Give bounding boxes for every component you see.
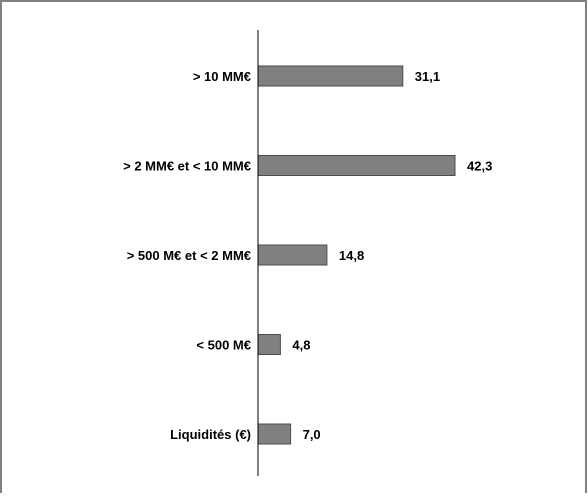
bar-4 xyxy=(257,423,292,445)
value-label-0: 31,1 xyxy=(415,69,440,84)
value-labels: 31,1 42,3 14,8 4,8 7,0 xyxy=(292,69,492,442)
category-label-4: Liquidités (€) xyxy=(170,427,251,442)
bar-2 xyxy=(257,244,328,266)
value-label-3: 4,8 xyxy=(292,338,310,353)
value-label-2: 14,8 xyxy=(339,248,364,263)
category-label-3: < 500 M€ xyxy=(196,338,251,353)
value-label-1: 42,3 xyxy=(467,159,492,174)
bar-1 xyxy=(257,155,456,176)
category-label-0: > 10 MM€ xyxy=(193,69,251,84)
category-labels: > 10 MM€ > 2 MM€ et < 10 MM€ > 500 M€ et <… xyxy=(123,69,251,442)
bars-layer xyxy=(257,65,456,445)
category-label-1: > 2 MM€ et < 10 MM€ xyxy=(123,159,251,174)
bar-0 xyxy=(257,65,404,87)
category-label-2: > 500 M€ et < 2 MM€ xyxy=(127,248,251,263)
bar-3 xyxy=(257,334,281,355)
value-label-4: 7,0 xyxy=(303,427,321,442)
